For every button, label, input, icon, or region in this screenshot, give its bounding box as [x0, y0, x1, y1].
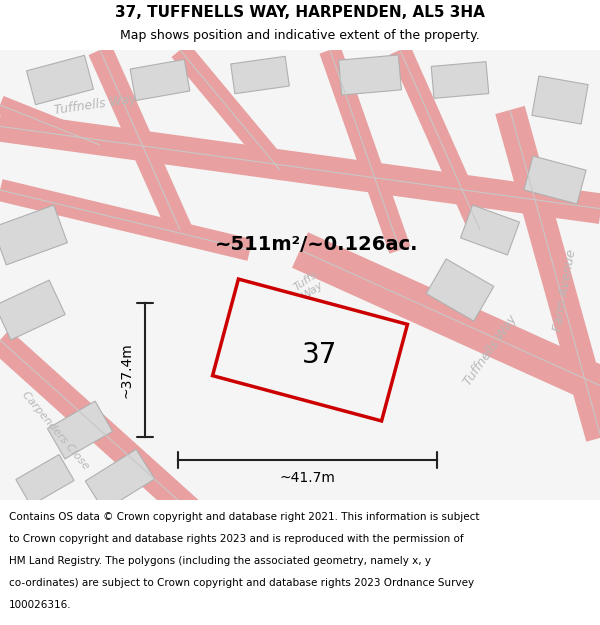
Bar — [426, 259, 494, 321]
Text: Map shows position and indicative extent of the property.: Map shows position and indicative extent… — [120, 29, 480, 42]
Text: HM Land Registry. The polygons (including the associated geometry, namely x, y: HM Land Registry. The polygons (includin… — [9, 556, 431, 566]
Bar — [461, 205, 520, 255]
Text: Tuffs.
Way: Tuffs. Way — [292, 268, 328, 302]
Bar — [85, 449, 155, 511]
Text: 37, TUFFNELLS WAY, HARPENDEN, AL5 3HA: 37, TUFFNELLS WAY, HARPENDEN, AL5 3HA — [115, 5, 485, 20]
Text: 100026316.: 100026316. — [9, 600, 71, 610]
Bar — [431, 62, 489, 98]
Text: ~37.4m: ~37.4m — [120, 342, 134, 398]
Text: co-ordinates) are subject to Crown copyright and database rights 2023 Ordnance S: co-ordinates) are subject to Crown copyr… — [9, 578, 474, 588]
Bar — [26, 56, 94, 104]
Bar — [230, 56, 289, 94]
Bar — [47, 401, 113, 459]
Bar — [524, 156, 586, 204]
Bar — [130, 59, 190, 101]
Bar — [532, 76, 588, 124]
Text: ~41.7m: ~41.7m — [280, 471, 335, 485]
Text: 37: 37 — [302, 341, 338, 369]
Bar — [16, 454, 74, 506]
Text: Farm Avenue: Farm Avenue — [551, 248, 578, 332]
Text: ~511m²/~0.126ac.: ~511m²/~0.126ac. — [215, 236, 419, 254]
Text: to Crown copyright and database rights 2023 and is reproduced with the permissio: to Crown copyright and database rights 2… — [9, 534, 464, 544]
Text: Contains OS data © Crown copyright and database right 2021. This information is : Contains OS data © Crown copyright and d… — [9, 512, 479, 522]
Bar — [0, 280, 65, 340]
Text: Carpenders Close: Carpenders Close — [20, 389, 91, 471]
Text: Tuffnells Way: Tuffnells Way — [53, 92, 137, 118]
Bar — [338, 55, 401, 95]
Text: Tuffnells Way: Tuffnells Way — [461, 312, 519, 388]
Bar — [0, 205, 67, 265]
